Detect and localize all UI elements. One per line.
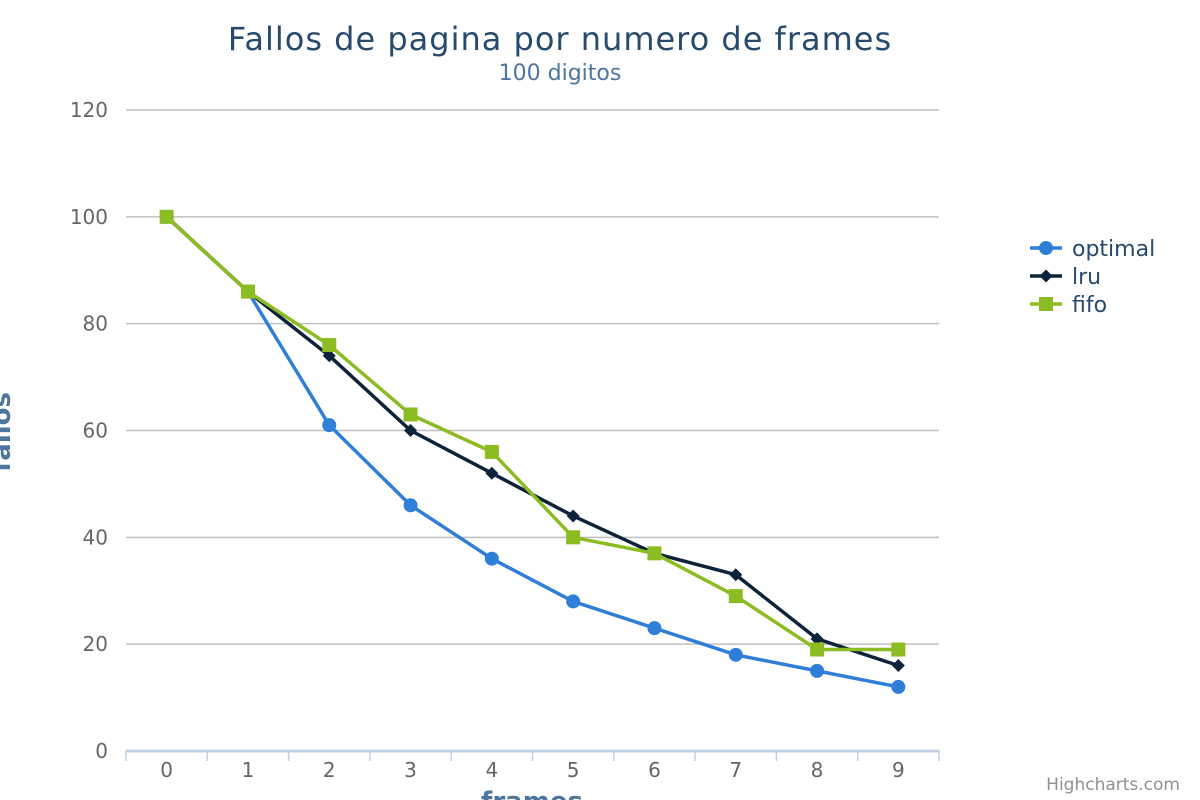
fifo-data-point[interactable]	[159, 209, 174, 224]
legend-label: lru	[1072, 265, 1101, 290]
fifo-data-point[interactable]	[810, 642, 825, 657]
legend-item-fifo[interactable]: fifo	[1030, 293, 1107, 318]
lru-data-point[interactable]	[810, 632, 824, 646]
y-tick-label: 20	[83, 632, 108, 656]
legend-label: fifo	[1072, 293, 1107, 318]
grid-lines	[126, 109, 939, 645]
legend-marker[interactable]	[1039, 297, 1053, 311]
optimal-data-point[interactable]	[647, 621, 662, 636]
y-tick-label: 80	[83, 312, 108, 336]
y-tick-label: 100	[70, 205, 108, 229]
legend-marker[interactable]	[1039, 269, 1053, 283]
y-axis-title: fallos	[0, 392, 17, 472]
x-tick-label: 0	[160, 758, 173, 782]
optimal-data-point[interactable]	[566, 594, 581, 609]
legend-item-optimal[interactable]: optimal	[1030, 237, 1155, 262]
lru-data-point[interactable]	[404, 424, 418, 437]
x-tick-label: 9	[892, 758, 905, 782]
lru-data-point[interactable]	[729, 568, 743, 582]
x-axis-title: frames	[481, 787, 583, 800]
fifo-data-point[interactable]	[566, 530, 581, 545]
credits-link[interactable]: Highcharts.com	[1046, 775, 1180, 795]
chart-title: Fallos de pagina por numero de frames	[228, 20, 892, 58]
lru-data-point[interactable]	[322, 349, 336, 363]
x-axis	[125, 749, 940, 761]
x-tick-label: 2	[323, 758, 336, 782]
optimal-data-point[interactable]	[891, 679, 906, 694]
x-tick-label: 6	[648, 758, 661, 782]
y-tick-label: 40	[83, 525, 108, 549]
x-tick-label: 3	[404, 758, 417, 782]
optimal-data-point[interactable]	[484, 551, 499, 566]
lru-data-point[interactable]	[485, 466, 499, 480]
x-tick-label: 7	[729, 758, 742, 782]
y-tick-label: 120	[70, 98, 108, 122]
legend-item-lru[interactable]: lru	[1030, 265, 1101, 290]
x-tick-label: 5	[567, 758, 580, 782]
fifo-data-point[interactable]	[240, 284, 255, 299]
legend-label: optimal	[1072, 237, 1155, 262]
fifo-data-point[interactable]	[484, 444, 499, 459]
x-tick-label: 4	[485, 758, 498, 782]
lru-data-point[interactable]	[891, 659, 905, 673]
y-tick-label: 60	[83, 419, 108, 443]
optimal-series-line	[164, 215, 901, 689]
fifo-data-point[interactable]	[322, 338, 337, 353]
fifo-data-point[interactable]	[891, 642, 906, 657]
fifo-data-point[interactable]	[403, 407, 418, 422]
y-axis-tick-labels: 0 20 40 60 80 100 120	[70, 98, 108, 763]
fifo-data-point[interactable]	[647, 546, 662, 561]
x-tick-label: 1	[242, 758, 255, 782]
lru-data-point[interactable]	[566, 509, 580, 523]
series-group	[159, 209, 906, 694]
optimal-data-point[interactable]	[322, 418, 337, 433]
optimal-data-point[interactable]	[810, 663, 825, 678]
fifo-data-point[interactable]	[728, 589, 743, 604]
optimal-data-point[interactable]	[728, 647, 743, 662]
series-fifo	[159, 209, 906, 657]
legend-marker[interactable]	[1039, 241, 1053, 255]
optimal-data-point[interactable]	[403, 498, 418, 513]
y-tick-label: 0	[95, 739, 108, 763]
x-axis-tick-labels: 0 1 2 3 4 5 6 7 8 9	[160, 758, 904, 782]
fifo-series-line	[164, 215, 901, 652]
legend: optimal lru fifo	[1030, 237, 1155, 318]
chart-subtitle: 100 digitos	[499, 61, 622, 86]
x-tick-label: 8	[811, 758, 824, 782]
